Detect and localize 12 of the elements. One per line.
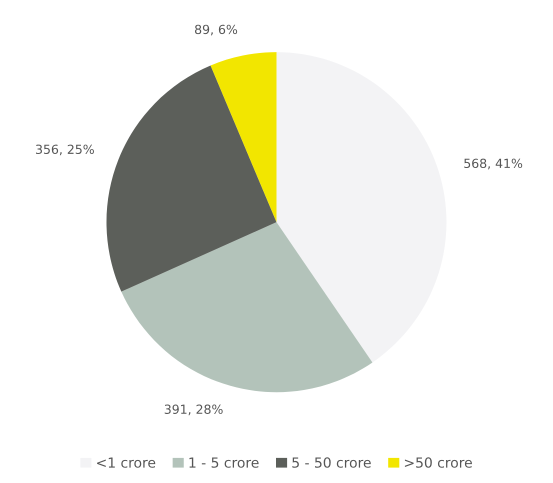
legend-label: 1 - 5 crore — [189, 457, 259, 468]
legend-label: >50 crore — [404, 457, 472, 468]
data-label: 391, 28% — [164, 404, 223, 416]
pie-slice — [276, 52, 446, 363]
pie-slice — [210, 52, 276, 222]
legend-label: <1 crore — [97, 457, 156, 468]
data-label: 568, 41% — [464, 158, 522, 170]
legend-label: 5 - 50 crore — [292, 457, 371, 468]
data-label: 89, 6% — [194, 24, 238, 36]
pie-slice — [121, 222, 372, 392]
data-label: 356, 25% — [36, 144, 94, 156]
pie-slice — [106, 65, 276, 292]
